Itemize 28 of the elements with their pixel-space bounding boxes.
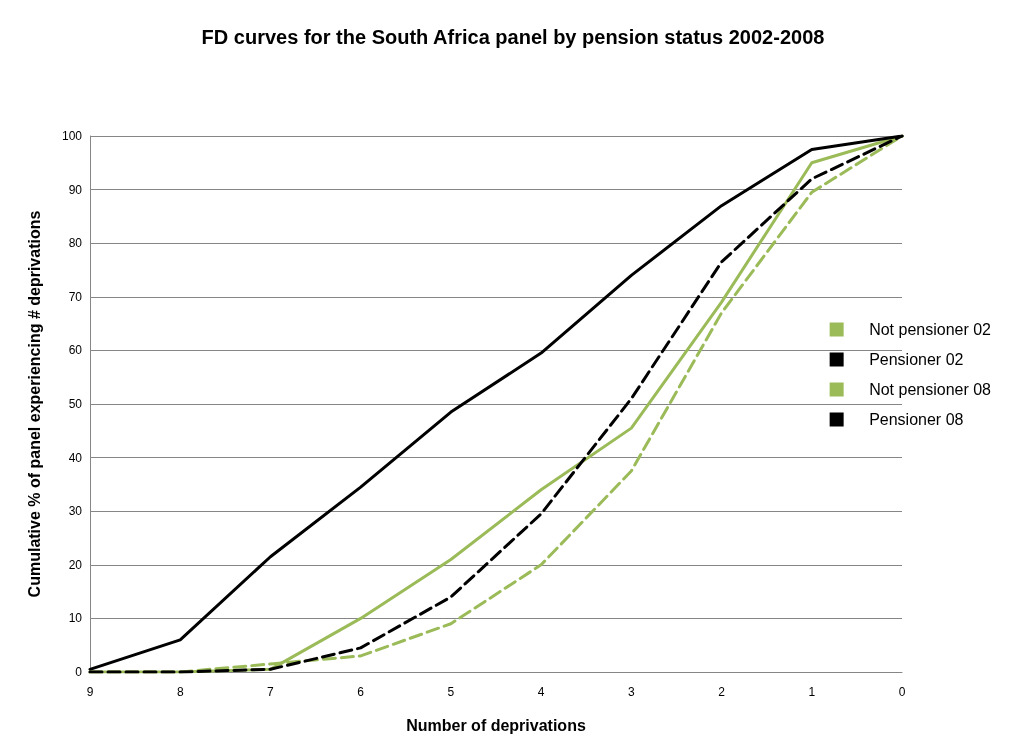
x-tick-label: 0 (898, 685, 906, 699)
y-tick-label: 20 (68, 557, 83, 572)
x-tick-label: 7 (267, 685, 275, 699)
x-tick-label: 4 (537, 685, 545, 699)
y-tick-label: 70 (68, 289, 83, 304)
legend-label: Not pensioner 02 (869, 321, 992, 338)
y-axis-title: Cumulative % of panel experiencing # deprivations (25, 210, 43, 598)
x-tick-label: 8 (176, 685, 184, 699)
y-tick-label: 0 (75, 665, 83, 679)
x-tick-label: 6 (357, 685, 365, 699)
y-tick-label: 60 (68, 343, 83, 358)
y-tick-label: 30 (68, 504, 83, 519)
x-tick-label: 5 (447, 685, 455, 699)
x-tick-label: 1 (808, 685, 816, 699)
legend-label: Pensioner 08 (869, 411, 964, 428)
y-tick-label: 10 (68, 611, 83, 626)
x-tick-label: 3 (627, 685, 635, 699)
legend-label: Not pensioner 08 (869, 381, 992, 398)
y-tick-label: 100 (61, 129, 83, 143)
y-tick-label: 90 (68, 182, 83, 197)
y-tick-label: 40 (68, 450, 83, 465)
legend-label: Pensioner 02 (869, 351, 964, 368)
x-axis-title: Number of deprivations (406, 716, 586, 734)
x-tick-label: 9 (86, 685, 94, 699)
chart-title: FD curves for the South Africa panel by pension status 2002-2008 (201, 26, 825, 48)
y-tick-label: 80 (68, 236, 83, 251)
y-tick-label: 50 (68, 397, 83, 411)
x-tick-label: 2 (718, 685, 726, 699)
